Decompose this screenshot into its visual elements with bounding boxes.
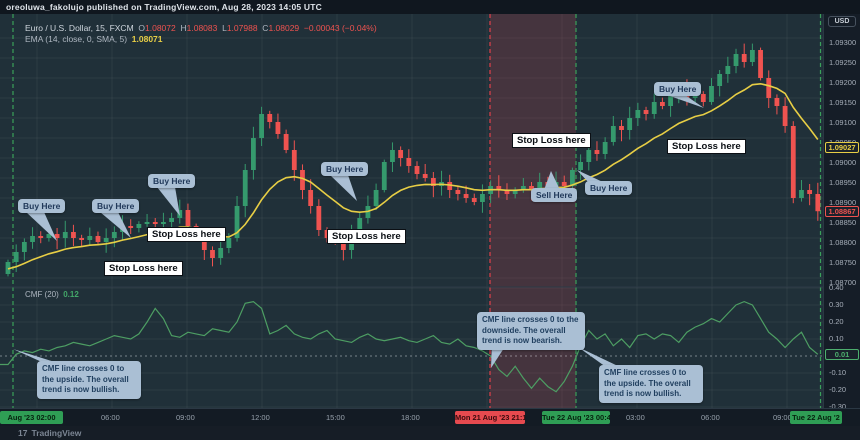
footer-bar: 17 TradingView	[0, 426, 860, 440]
price-tick: 1.08700	[829, 278, 857, 287]
price-tick: 1.09250	[829, 58, 857, 67]
open-value: 1.08072	[145, 23, 176, 33]
price-axis[interactable]: USD 1.09300 1.09250 1.09200 1.09150 1.09100 1…	[823, 14, 860, 411]
cmf-cross-note[interactable]: CMF line crosses 0 to the upside. The ov…	[37, 361, 141, 399]
buy-here-callout[interactable]: Buy Here	[148, 174, 196, 188]
high-label: H	[180, 23, 187, 33]
stop-loss-label[interactable]: Stop Loss here	[104, 261, 183, 276]
ema-value: 1.08071	[131, 34, 163, 44]
price-tick: 1.09000	[829, 158, 857, 167]
time-label: 09:00	[773, 413, 792, 422]
low-label: L	[222, 23, 227, 33]
legend-row-symbol: Euro / U.S. Dollar, 15, FXCM O1.08072 H1…	[25, 23, 377, 34]
price-tick: 1.08900	[829, 198, 857, 207]
event-badge-sell: Mon 21 Aug '23 21:15	[455, 411, 525, 424]
session-badge-end: Tue 22 Aug '2	[790, 411, 842, 424]
event-badge-buy: Tue 22 Aug '23 00:45	[542, 411, 610, 424]
low-value: 1.07988	[226, 23, 258, 33]
publish-text: oreoluwa_fakolujo published on TradingVi…	[6, 2, 322, 12]
cmf-tick: 0.20	[829, 317, 844, 326]
cmf-cross-note[interactable]: CMF line crosses 0 to the upside. The ov…	[599, 365, 703, 403]
sell-here-callout[interactable]: Sell Here	[531, 188, 578, 202]
session-badge-start: Aug '23 02:00	[0, 411, 63, 424]
tradingview-logo[interactable]: 17 TradingView	[18, 428, 81, 438]
price-tick: 1.08800	[829, 238, 857, 247]
price-tick: 1.09200	[829, 78, 857, 87]
cmf-tick: -0.20	[829, 385, 847, 394]
cmf-tick: 0.30	[829, 300, 844, 309]
chart-plot[interactable]	[0, 14, 823, 408]
open-label: O	[138, 23, 146, 33]
ema-price-badge: 1.09027	[825, 141, 859, 153]
cmf-value-badge: 0.01	[825, 348, 859, 360]
time-label: 12:00	[251, 413, 270, 422]
cmf-tick: -0.10	[829, 368, 847, 377]
price-tick: 1.08850	[829, 218, 857, 227]
publish-bar: oreoluwa_fakolujo published on TradingVi…	[0, 0, 860, 14]
time-label: 06:00	[101, 413, 120, 422]
time-label: 15:00	[326, 413, 345, 422]
last-price-badge: 1.08867	[825, 205, 859, 217]
buy-here-callout[interactable]: Buy Here	[92, 199, 140, 213]
change-value: −0.00043 (−0.04%)	[303, 23, 377, 33]
cmf-legend: CMF (20) 0.12	[25, 290, 79, 299]
cmf-tick: -0.30	[829, 402, 847, 411]
ema-label: EMA (14, close, 0, SMA, 5)	[25, 34, 128, 44]
legend-row-ema: EMA (14, close, 0, SMA, 5) 1.08071	[25, 34, 377, 45]
time-label: 06:00	[701, 413, 720, 422]
annotation-layer: Buy Here Buy Here Buy Here Buy Here Sell Her…	[0, 14, 823, 408]
symbol-legend: Euro / U.S. Dollar, 15, FXCM O1.08072 H1…	[25, 23, 377, 45]
time-label: 09:00	[176, 413, 195, 422]
buy-here-callout[interactable]: Buy Here	[585, 181, 633, 195]
cmf-value: 0.12	[63, 290, 79, 299]
close-label: C	[262, 23, 269, 33]
stop-loss-label[interactable]: Stop Loss here	[147, 227, 226, 242]
price-tick: 1.08950	[829, 178, 857, 187]
cmf-tick: 0.10	[829, 334, 844, 343]
buy-here-callout[interactable]: Buy Here	[18, 199, 66, 213]
stop-loss-label[interactable]: Stop Loss here	[327, 229, 406, 244]
close-value: 1.08029	[268, 23, 300, 33]
cmf-label: CMF (20)	[25, 290, 59, 299]
time-label: 03:00	[626, 413, 645, 422]
cmf-tick: 0.40	[829, 283, 844, 292]
high-value: 1.08083	[186, 23, 218, 33]
cmf-cross-note[interactable]: CMF line crosses 0 to the downside. The …	[477, 312, 585, 350]
stop-loss-label[interactable]: Stop Loss here	[512, 133, 591, 148]
price-tick: 1.08750	[829, 258, 857, 267]
stop-loss-label[interactable]: Stop Loss here	[667, 139, 746, 154]
tradingview-wordmark: TradingView	[31, 428, 82, 438]
buy-here-callout[interactable]: Buy Here	[321, 162, 369, 176]
tv-glyph-icon: 17	[18, 428, 28, 438]
symbol-title: Euro / U.S. Dollar, 15, FXCM	[25, 23, 134, 33]
time-label: 18:00	[401, 413, 420, 422]
currency-button[interactable]: USD	[828, 16, 856, 27]
time-axis[interactable]: Aug '23 02:00 06:00 09:00 12:00 15:00 18:00 03…	[0, 408, 860, 426]
buy-here-callout[interactable]: Buy Here	[654, 82, 702, 96]
price-tick: 1.09300	[829, 38, 857, 47]
price-tick: 1.09150	[829, 98, 857, 107]
price-tick: 1.09100	[829, 118, 857, 127]
chart-area[interactable]: Euro / U.S. Dollar, 15, FXCM O1.08072 H1…	[0, 14, 823, 408]
